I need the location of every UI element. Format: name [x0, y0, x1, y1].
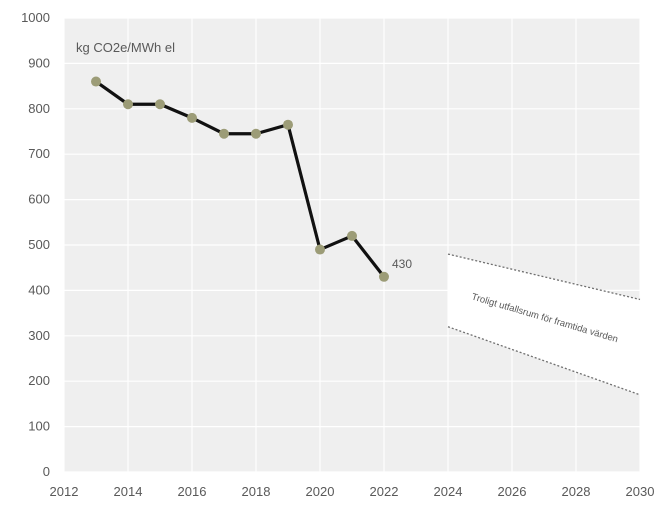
x-tick-label: 2020 — [306, 484, 335, 499]
x-tick-label: 2012 — [50, 484, 79, 499]
y-tick-label: 0 — [43, 464, 50, 479]
projection-band-group: Troligt utfallsrum för framtida värden — [447, 253, 641, 396]
data-point — [187, 112, 197, 123]
x-tick-label: 2024 — [434, 484, 463, 499]
x-tick-label: 2022 — [370, 484, 399, 499]
series-line — [95, 80, 386, 278]
y-tick-label: 500 — [28, 237, 50, 252]
x-tick-label: 2026 — [498, 484, 527, 499]
series-group: 430 — [91, 76, 412, 282]
y-tick-label: 900 — [28, 55, 50, 70]
x-tick-label: 2014 — [114, 484, 143, 499]
y-tick-label: 300 — [28, 328, 50, 343]
y-tick-label: 700 — [28, 146, 50, 161]
data-point — [251, 128, 261, 139]
x-tick-label: 2018 — [242, 484, 271, 499]
y-axis-label: kg CO2e/MWh el — [76, 40, 175, 55]
data-point — [379, 271, 389, 282]
data-point — [155, 99, 165, 110]
x-tick-label: 2028 — [562, 484, 591, 499]
y-tick-label: 800 — [28, 101, 50, 116]
projection-upper-bound — [447, 253, 641, 301]
projection-band — [448, 254, 640, 395]
tick-labels: 0 100 200 300 400 500 600 700 800 900 1000 2012 2014… — [21, 10, 654, 499]
y-tick-label: 200 — [28, 373, 50, 388]
y-tick-label: 600 — [28, 192, 50, 207]
x-tick-label: 2016 — [178, 484, 207, 499]
y-tick-label: 100 — [28, 419, 50, 434]
data-point — [123, 99, 133, 110]
data-point — [91, 76, 101, 87]
data-point — [315, 244, 325, 255]
y-tick-label: 400 — [28, 282, 50, 297]
data-label: 430 — [392, 257, 412, 271]
projection-lower-bound — [447, 326, 641, 396]
x-tick-label: 2030 — [626, 484, 655, 499]
data-point — [283, 119, 293, 130]
data-point — [347, 230, 357, 241]
data-point — [219, 128, 229, 139]
y-tick-label: 1000 — [21, 10, 50, 25]
